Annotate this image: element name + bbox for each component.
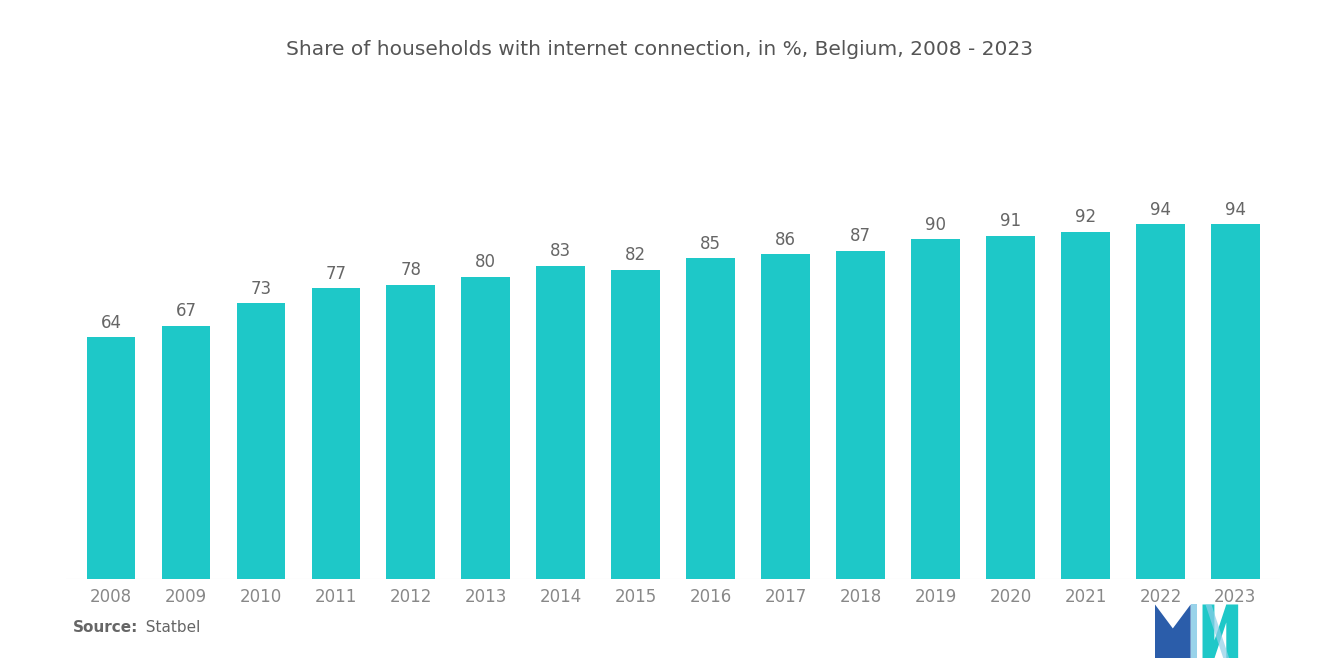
Text: 85: 85 <box>700 235 721 253</box>
Text: 82: 82 <box>626 246 647 264</box>
Bar <box>986 235 1035 579</box>
Text: 86: 86 <box>775 231 796 249</box>
Text: 91: 91 <box>1001 212 1022 230</box>
Bar <box>1061 232 1110 579</box>
Bar <box>536 266 585 579</box>
Polygon shape <box>1205 604 1229 658</box>
Text: 64: 64 <box>100 314 121 332</box>
Text: Statbel: Statbel <box>136 620 201 635</box>
Bar <box>837 251 884 579</box>
Text: 83: 83 <box>550 242 572 260</box>
Bar <box>762 255 810 579</box>
Text: Source:: Source: <box>73 620 139 635</box>
Text: Share of households with internet connection, in %, Belgium, 2008 - 2023: Share of households with internet connec… <box>286 40 1034 59</box>
Text: 78: 78 <box>400 261 421 279</box>
Bar <box>686 258 735 579</box>
Polygon shape <box>1203 604 1238 658</box>
Text: 94: 94 <box>1225 201 1246 219</box>
Bar <box>611 269 660 579</box>
Bar <box>161 326 210 579</box>
Bar <box>387 285 436 579</box>
Text: 73: 73 <box>251 280 272 298</box>
Bar <box>1137 224 1185 579</box>
Text: 94: 94 <box>1150 201 1171 219</box>
Text: 92: 92 <box>1074 208 1096 226</box>
Text: 90: 90 <box>925 215 946 233</box>
Bar <box>236 303 285 579</box>
Polygon shape <box>1155 604 1191 658</box>
Bar <box>911 239 960 579</box>
Bar <box>462 277 510 579</box>
Text: 87: 87 <box>850 227 871 245</box>
Text: 77: 77 <box>325 265 346 283</box>
Bar <box>87 337 136 579</box>
Bar <box>312 289 360 579</box>
Bar <box>1210 224 1259 579</box>
Polygon shape <box>1191 604 1196 658</box>
Text: 67: 67 <box>176 303 197 321</box>
Text: 80: 80 <box>475 253 496 271</box>
